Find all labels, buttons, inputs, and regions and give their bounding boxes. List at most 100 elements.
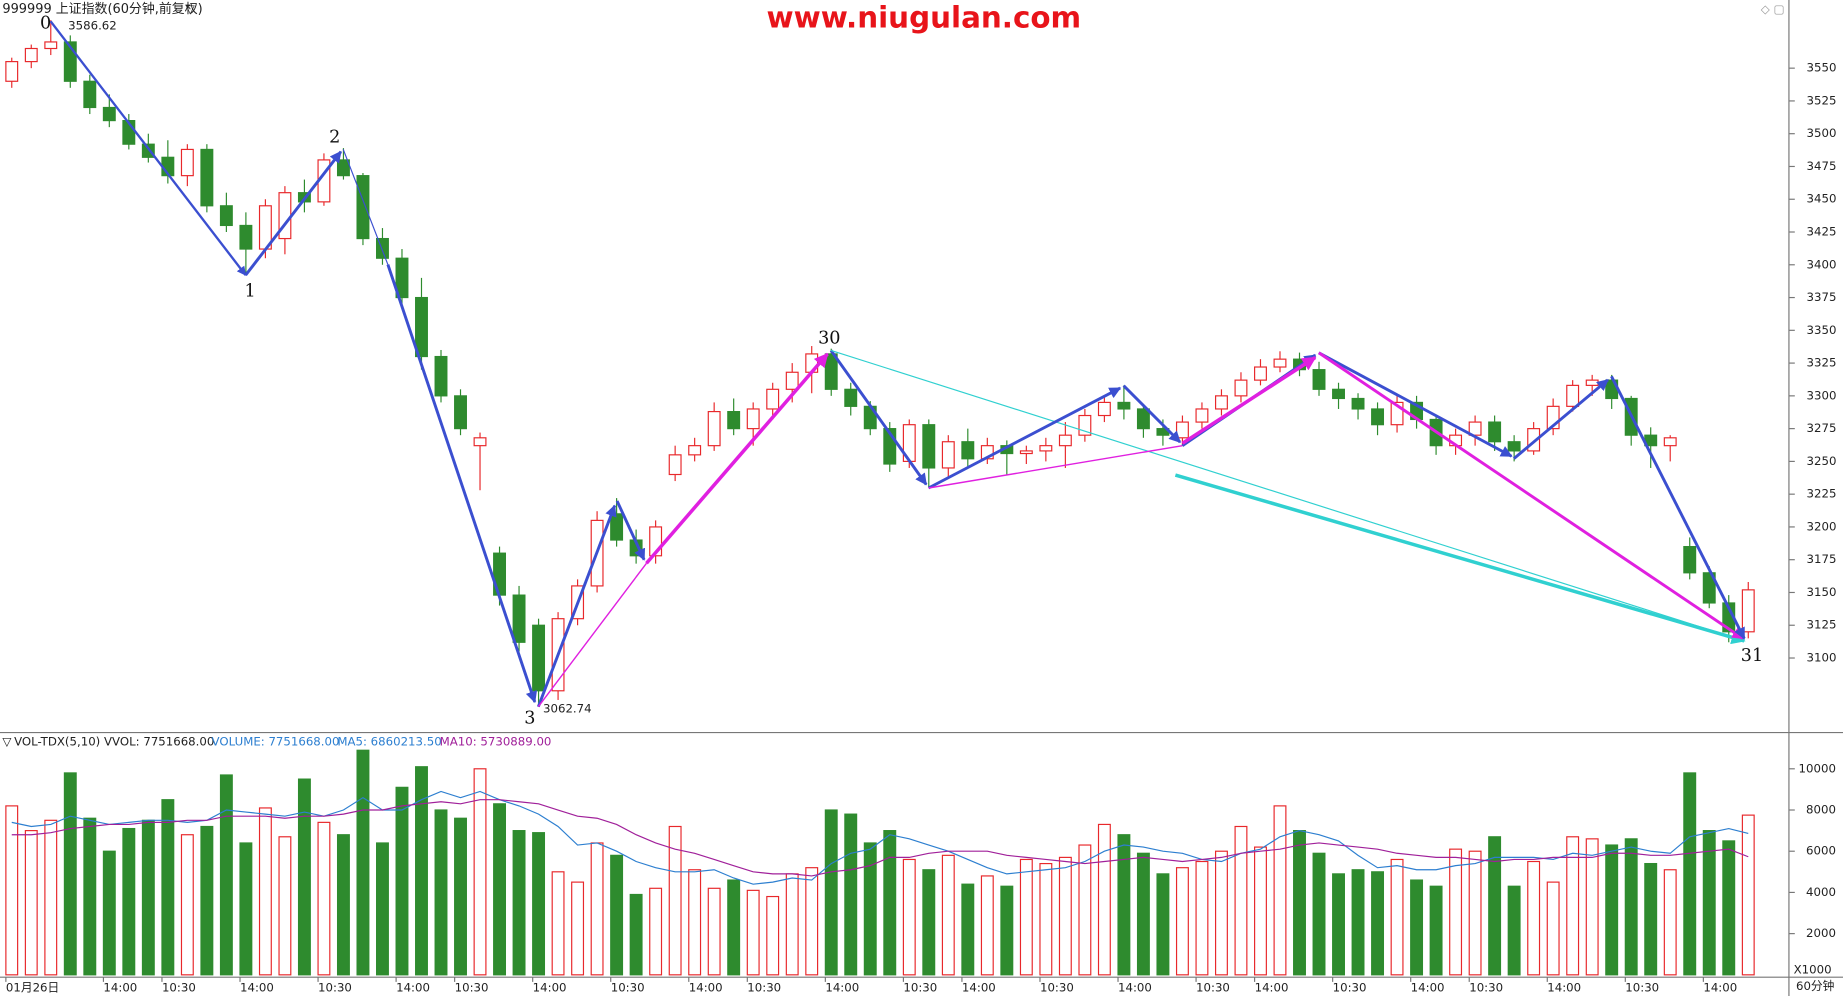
candle-body (1234, 379, 1248, 397)
volume-bar (1566, 836, 1580, 976)
volume-bar (434, 809, 448, 976)
volume-bar (63, 772, 77, 976)
volume-bar (473, 768, 487, 976)
candle-body (1683, 546, 1697, 574)
y-tick-label: 3125 (1807, 618, 1837, 632)
candle-body (83, 80, 97, 109)
candle-body (1332, 388, 1345, 400)
volume-bar (1078, 844, 1092, 976)
candle-body (1136, 408, 1150, 430)
x-tick-label: 14:00 (1547, 980, 1581, 994)
candle-body (395, 257, 409, 299)
volume-y-tick-label: 10000 (1799, 761, 1836, 775)
candle-body (727, 410, 741, 430)
volume-unit: X1000 (1794, 963, 1832, 977)
menu-toggle[interactable]: ▽ (186, 2, 195, 16)
candle-body (376, 237, 389, 259)
volume-bar (1312, 852, 1326, 976)
volume-bar (356, 749, 370, 976)
candle-body (473, 437, 487, 447)
volume-bar (1605, 844, 1619, 976)
candle-body (961, 441, 975, 460)
volume-bar (1234, 825, 1248, 976)
candle-body (200, 148, 214, 207)
period-label: 60分钟 (1796, 979, 1834, 993)
ma5-label: MA5: 6860213.50 (337, 735, 441, 749)
low-label: 3062.74 (543, 702, 592, 716)
volume-bar (824, 809, 838, 976)
volume-bar (1663, 869, 1677, 976)
volume-bar (1039, 862, 1053, 976)
volume-bar (395, 786, 409, 976)
volume-bar (941, 854, 955, 976)
volume-y-tick-label: 4000 (1806, 885, 1836, 899)
chart-title: 999999 上证指数(60分钟,前复权) (2, 1, 202, 17)
volume-bar (1741, 814, 1755, 976)
volume-bar (902, 858, 916, 976)
volume-bar (922, 869, 936, 976)
candle-body (1566, 384, 1580, 407)
volume-bar (1702, 830, 1716, 976)
volume-bar (1019, 858, 1033, 976)
candle-body (5, 61, 19, 82)
volume-bar (1410, 879, 1424, 976)
y-tick-label: 3250 (1807, 454, 1837, 468)
volume-bar (1683, 772, 1697, 976)
volume-bar (512, 830, 526, 976)
candle-body (454, 395, 467, 430)
x-tick-label: 10:30 (162, 980, 196, 994)
candle-body (44, 41, 58, 50)
y-tick-label: 3375 (1807, 290, 1837, 304)
candle-body (707, 410, 721, 447)
volume-bar (1371, 871, 1385, 976)
volume-bar (1624, 838, 1638, 976)
candle-body (1117, 401, 1131, 410)
ma10-line (11, 799, 1749, 877)
x-tick-label: 10:30 (1196, 980, 1230, 994)
candle-body (883, 428, 897, 465)
volume-bar (746, 889, 760, 976)
volume-bar (766, 895, 780, 976)
volume-bar (1585, 838, 1599, 976)
y-tick-label: 3175 (1807, 552, 1837, 566)
candle-body (844, 388, 858, 407)
volume-bar (5, 805, 19, 976)
window-icon[interactable]: ◇ ▢ (1761, 2, 1785, 16)
wave-label: 30 (818, 329, 840, 349)
candle-body (1488, 421, 1502, 443)
volume-bar (1000, 885, 1014, 976)
y-tick-label: 3325 (1807, 356, 1837, 370)
volume-bar (785, 873, 799, 976)
volume-y-tick-label: 2000 (1806, 926, 1836, 940)
volume-label: VOLUME: 7751668.00 (212, 735, 340, 749)
x-tick-label: 10:30 (318, 980, 352, 994)
volume-bar (1175, 867, 1189, 976)
y-tick-label: 3425 (1807, 225, 1837, 239)
candle-body (1097, 401, 1111, 417)
volume-bar (493, 803, 507, 976)
candle-body (356, 175, 370, 240)
volume-indicator: VOL-TDX(5,10) VVOL: 7751668.00 (14, 735, 214, 749)
volume-bar (239, 842, 253, 976)
volume-bar (278, 836, 292, 976)
candle-body (746, 408, 760, 430)
volume-bar (980, 875, 994, 976)
candle-body (668, 454, 682, 476)
x-tick-label: 10:30 (1469, 980, 1503, 994)
candle-body (415, 296, 428, 358)
wave-label: 2 (329, 128, 340, 148)
candle-body (1527, 428, 1541, 452)
volume-bar (1644, 862, 1658, 976)
volume-bar (1156, 873, 1170, 976)
volume-bar (961, 883, 975, 976)
volume-bar (707, 887, 721, 976)
volume-bar (122, 827, 136, 976)
y-tick-label: 3400 (1807, 257, 1837, 271)
volume-bar (590, 842, 604, 976)
y-tick-label: 3300 (1807, 388, 1837, 402)
volume-bar (219, 774, 233, 976)
candle-body (1371, 408, 1385, 426)
volume-toggle[interactable]: ▽ (2, 735, 11, 749)
volume-bar (1273, 805, 1287, 976)
volume-bar (258, 807, 272, 976)
